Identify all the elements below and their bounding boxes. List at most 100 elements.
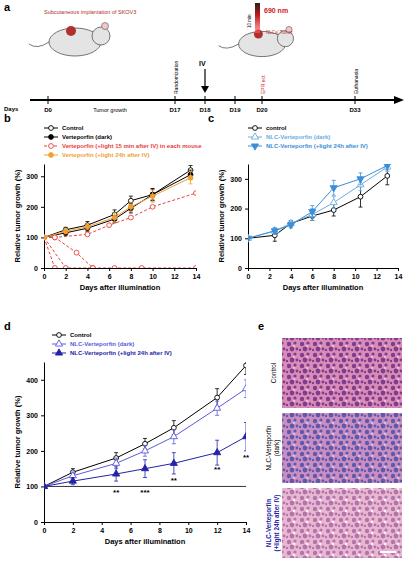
x-tick-label: 12: [214, 527, 222, 534]
x-tick-label: 4: [100, 527, 104, 534]
data-point: [52, 266, 57, 268]
axis-line: [45, 268, 197, 269]
legend-item: NLC-Verteporfin (+light 24h after IV): [52, 349, 172, 356]
tick-mark: [109, 268, 110, 271]
series-line: [248, 176, 387, 238]
x-tick-label: 12: [171, 273, 179, 280]
data-point: [85, 224, 90, 229]
x-tick-label: 10: [185, 527, 193, 534]
legend-item: Verteporfin (dark): [44, 134, 112, 140]
data-point: [44, 235, 46, 240]
x-tick-label: 10: [352, 273, 360, 280]
error-bar: [85, 225, 89, 231]
legend-item: Control: [52, 332, 92, 338]
y-axis: 0100200300400: [26, 363, 44, 526]
error-bar: [64, 229, 68, 234]
y-tick: 0: [34, 519, 44, 526]
tick-mark: [245, 268, 248, 269]
y-tick: 100: [230, 235, 248, 242]
y-axis-title: Relative tumor growth (%): [13, 395, 22, 488]
x-tick: 14: [243, 522, 251, 534]
legend-label: NLC-Verteporfin (dark): [70, 341, 134, 347]
panel-label: d: [4, 320, 11, 332]
data-point: [188, 175, 193, 180]
tick-mark: [269, 268, 270, 271]
x-tick-label: 8: [158, 527, 162, 534]
x-axis-title: Days after illumination: [105, 537, 186, 546]
tick-mark: [131, 522, 132, 525]
legend-label: NLC-Verteporfin (+light 24h after IV): [70, 350, 172, 356]
series-line: [44, 237, 196, 268]
timeline: [30, 99, 396, 101]
plot-area: [44, 166, 196, 268]
legend-label: Control: [70, 332, 92, 338]
x-tick: 6: [108, 268, 112, 280]
reference-line: [44, 486, 246, 487]
x-tick-label: 14: [395, 273, 403, 280]
axis-line: [248, 165, 249, 269]
scale-bar: [380, 551, 396, 553]
data-point: [215, 395, 220, 400]
x-tick-label: 0: [43, 527, 47, 534]
series: [44, 362, 246, 489]
data-point: [44, 235, 46, 240]
y-tick: 300: [230, 176, 248, 183]
x-axis: 02468101214: [43, 268, 201, 280]
data-point: [385, 173, 390, 178]
series-line: [44, 237, 93, 268]
tick-mark: [174, 268, 175, 271]
tick-mark: [188, 522, 189, 525]
data-point: [128, 204, 133, 209]
tick-mark: [355, 268, 356, 271]
timeline-tick: [355, 96, 356, 104]
tick-mark: [245, 238, 248, 239]
x-axis-title: Days after illumination: [80, 283, 161, 292]
histology-image: [282, 338, 402, 408]
x-tick-label: 6: [129, 527, 133, 534]
x-tick-label: 0: [43, 273, 47, 280]
data-point: [128, 215, 133, 220]
data-point: [44, 235, 46, 240]
data-point: [384, 164, 391, 170]
legend-label: NLC-Verteporfin (+light 24h after IV): [266, 143, 368, 149]
x-tick: 0: [43, 268, 47, 280]
timeline-tick: [175, 96, 176, 104]
data-point: [139, 266, 144, 268]
laser-beam: [255, 3, 260, 33]
data-point: [44, 235, 46, 240]
x-tick: 4: [86, 268, 90, 280]
panel-label: e: [258, 320, 264, 332]
tick-mark: [196, 268, 197, 271]
annotation: ***: [140, 488, 150, 497]
timeline-tick: [205, 96, 206, 104]
tick-mark: [41, 268, 44, 269]
tick-mark: [245, 179, 248, 180]
data-point: [214, 404, 221, 410]
error-bar: [189, 172, 193, 184]
y-tick-label: 0: [34, 265, 38, 272]
data-point: [128, 198, 133, 203]
panel-label: b: [4, 112, 11, 124]
legend-item: NLC-Verteporfin (dark): [52, 340, 134, 347]
data-point: [248, 236, 252, 242]
y-tick: 100: [26, 234, 44, 241]
data-point: [150, 204, 155, 209]
data-point: [63, 229, 68, 234]
x-tick-label: 10: [149, 273, 157, 280]
series-line: [44, 237, 55, 268]
tick-mark: [41, 522, 44, 523]
series-line: [44, 175, 191, 238]
data-point: [107, 223, 112, 228]
y-axis-title: Relative tumor growth (%): [13, 169, 22, 262]
annotation: IV: [199, 60, 206, 67]
x-tick-label: 14: [243, 527, 251, 534]
figure: abcdeSubcutaneous implantation of SKOV36…: [0, 0, 407, 563]
x-tick-label: 6: [108, 273, 112, 280]
series: [44, 380, 246, 489]
axis-line: [249, 268, 399, 269]
annotation: **: [243, 453, 250, 462]
timeline-tick: [262, 96, 263, 104]
series-line: [44, 389, 246, 487]
x-tick: 10: [149, 268, 157, 280]
y-axis-title: Relative tumor growth (%): [217, 169, 226, 262]
